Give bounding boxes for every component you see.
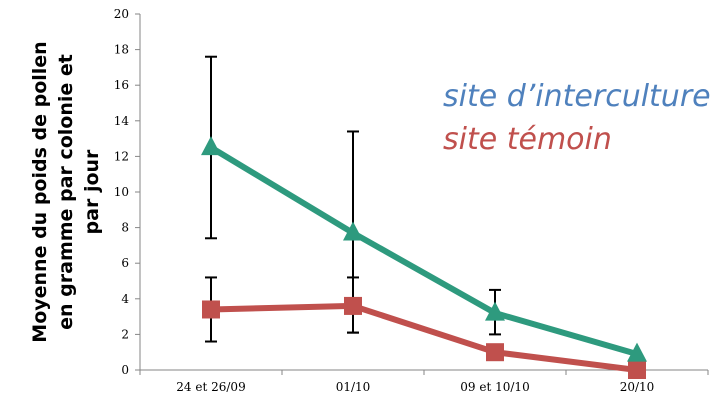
y-tick-label: 14 xyxy=(114,114,130,128)
data-point-square xyxy=(628,361,646,379)
y-tick-label: 8 xyxy=(121,221,129,235)
y-tick-label: 20 xyxy=(114,7,129,21)
data-point-square xyxy=(344,296,362,315)
y-tick-label: 12 xyxy=(114,149,129,163)
y-tick-label: 2 xyxy=(121,327,129,341)
data-point-triangle xyxy=(485,301,505,321)
data-point-triangle xyxy=(343,221,363,241)
x-tick-label: 01/10 xyxy=(336,380,371,394)
y-tick-label: 6 xyxy=(121,256,129,270)
series-line-1 xyxy=(210,302,638,373)
y-axis-label-line-3: par jour xyxy=(81,149,103,234)
y-tick-label: 0 xyxy=(121,363,129,377)
y-tick-label: 18 xyxy=(114,43,129,57)
y-tick-label: 4 xyxy=(121,292,129,306)
y-tick-label: 16 xyxy=(114,78,129,92)
x-tick-label: 20/10 xyxy=(620,380,655,394)
series-line-0 xyxy=(209,144,638,357)
data-point-square xyxy=(486,343,504,362)
data-point-triangle xyxy=(201,136,221,156)
legend: site d’interculture site témoin xyxy=(443,79,710,157)
axes: 0 2 4 6 8 10 12 14 16 18 20 24 et 26/09 01/10 09 et 1… xyxy=(114,7,709,394)
y-axis-label: Moyenne du poids de pollen en gramme par… xyxy=(29,41,103,342)
x-tick-label: 24 et 26/09 xyxy=(176,380,245,394)
legend-entry-temoin: site témoin xyxy=(443,122,612,157)
legend-entry-interculture: site d’interculture xyxy=(443,79,710,114)
y-axis-label-line-1: Moyenne du poids de pollen xyxy=(29,41,51,342)
x-tick-label: 09 et 10/10 xyxy=(460,380,529,394)
data-point-square xyxy=(202,300,220,319)
y-axis-label-line-2: en gramme par colonie et xyxy=(55,54,77,330)
data-point-triangle xyxy=(627,342,647,362)
series-layer xyxy=(201,136,647,379)
y-tick-label: 10 xyxy=(114,185,129,199)
